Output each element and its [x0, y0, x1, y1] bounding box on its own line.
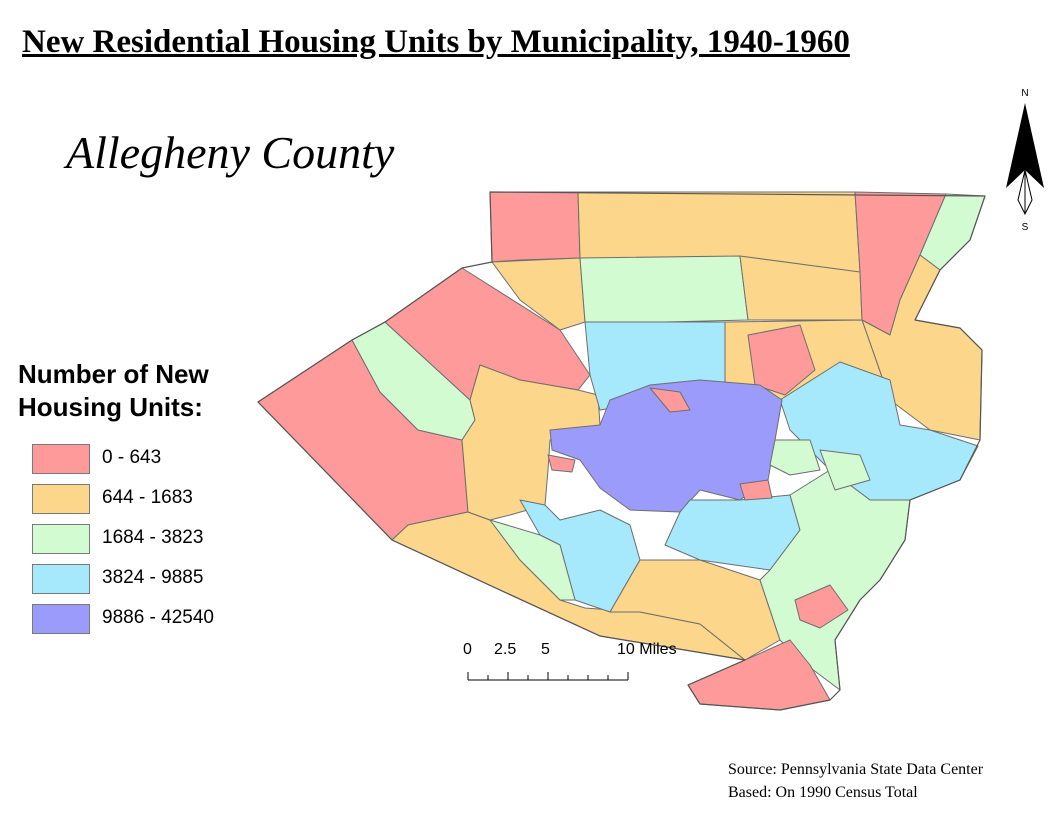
- legend-label: 3824 - 9885: [102, 567, 204, 588]
- legend-label: 644 - 1683: [102, 487, 193, 508]
- legend-title-line-1: Number of New: [18, 359, 209, 389]
- source-line: Source: Pennsylvania State Data Center: [728, 761, 984, 778]
- north-label: N: [1021, 88, 1028, 99]
- municipality-southeast-red: [794, 584, 849, 629]
- legend-label: 9886 - 42540: [102, 607, 214, 628]
- municipality-north-1: [489, 191, 581, 263]
- scale-bar: [467, 672, 629, 681]
- legend-label: 0 - 643: [102, 447, 162, 468]
- municipality-central-red-1: [649, 387, 691, 413]
- legend-swatch: [32, 604, 90, 634]
- municipality-central-red-2: [547, 454, 576, 473]
- map-subtitle: Allegheny County: [66, 127, 395, 178]
- legend: Number of New Housing Units: 0 - 643 644…: [18, 358, 214, 634]
- municipality-south-green-west: [489, 519, 576, 601]
- municipality-north-2: [491, 257, 586, 331]
- map-title: New Residential Housing Units by Municip…: [22, 24, 850, 60]
- legend-title: Number of New Housing Units:: [18, 358, 209, 424]
- scale-label: 0: [463, 641, 472, 658]
- legend-swatch: [32, 444, 90, 474]
- municipality-north-4: [579, 255, 749, 323]
- scale-label: 10 Miles: [617, 641, 677, 658]
- source-line: Based: On 1990 Census Total: [728, 784, 918, 801]
- source-note: Source: Pennsylvania State Data Center B…: [728, 758, 983, 804]
- municipality-central-green: [769, 439, 821, 476]
- scale-label: 5: [541, 641, 550, 658]
- legend-swatch: [32, 564, 90, 594]
- south-label: S: [1022, 222, 1029, 233]
- county-outline: [257, 191, 986, 711]
- scale-label: 2.5: [494, 641, 517, 658]
- municipality-central-red-3: [739, 479, 773, 501]
- legend-swatch: [32, 524, 90, 554]
- north-arrow-icon: N S: [1006, 88, 1044, 233]
- legend-title-line-2: Housing Units:: [18, 392, 203, 422]
- legend-swatch: [32, 484, 90, 514]
- legend-label: 1684 - 3823: [102, 527, 204, 548]
- municipality-east-green: [819, 449, 871, 491]
- municipality-east-red: [747, 324, 816, 396]
